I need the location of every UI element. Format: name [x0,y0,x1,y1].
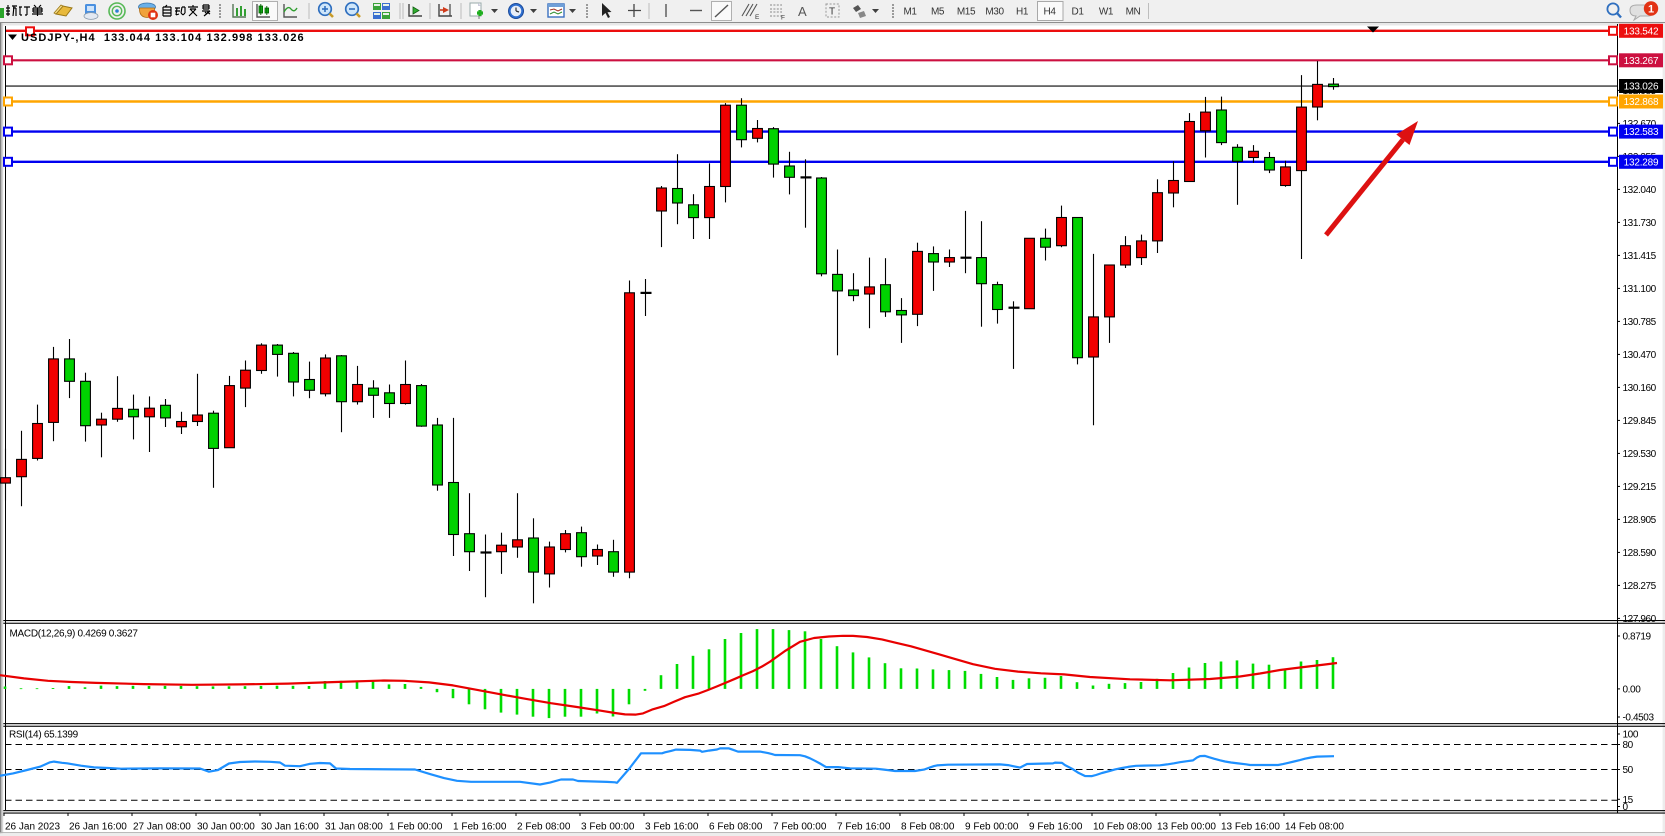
svg-text:133.026: 133.026 [1624,82,1659,93]
svg-text:E: E [755,14,760,21]
svg-text:H1: H1 [1016,7,1029,18]
svg-text:128.905: 128.905 [1623,515,1657,526]
svg-text:130.785: 130.785 [1623,317,1657,328]
svg-text:132.868: 132.868 [1624,97,1659,108]
svg-text:31 Jan 08:00: 31 Jan 08:00 [325,822,383,833]
svg-text:0.8719: 0.8719 [1623,632,1652,643]
svg-text:130.160: 130.160 [1623,383,1657,394]
svg-text:0: 0 [1623,802,1629,813]
svg-text:127.960: 127.960 [1623,614,1657,625]
svg-text:1 Feb 16:00: 1 Feb 16:00 [453,822,507,833]
svg-text:13 Feb 16:00: 13 Feb 16:00 [1221,822,1280,833]
svg-text:3 Feb 00:00: 3 Feb 00:00 [581,822,635,833]
svg-text:128.275: 128.275 [1623,581,1657,592]
svg-text:W1: W1 [1099,7,1114,18]
svg-text:50: 50 [1623,765,1634,776]
svg-text:2 Feb 08:00: 2 Feb 08:00 [517,822,571,833]
svg-text:8 Feb 08:00: 8 Feb 08:00 [901,822,955,833]
svg-text:100: 100 [1623,730,1639,741]
svg-text:129.530: 129.530 [1623,449,1657,460]
svg-text:129.215: 129.215 [1623,482,1657,493]
svg-text:9 Feb 00:00: 9 Feb 00:00 [965,822,1019,833]
svg-text:26 Jan 2023: 26 Jan 2023 [5,822,60,833]
svg-text:132.040: 132.040 [1623,185,1657,196]
svg-text:MACD(12,26,9) 0.4269 0.3627: MACD(12,26,9) 0.4269 0.3627 [10,629,139,640]
svg-text:131.415: 131.415 [1623,251,1657,262]
svg-text:M1: M1 [903,7,917,18]
svg-text:30 Jan 00:00: 30 Jan 00:00 [197,822,255,833]
svg-text:M30: M30 [985,7,1004,18]
svg-text:M15: M15 [957,7,976,18]
svg-text:MN: MN [1126,7,1141,18]
svg-text:A: A [798,4,807,19]
svg-text:6 Feb 08:00: 6 Feb 08:00 [709,822,763,833]
svg-text:132.289: 132.289 [1624,157,1659,168]
svg-text:13 Feb 00:00: 13 Feb 00:00 [1157,822,1216,833]
svg-text:7 Feb 16:00: 7 Feb 16:00 [837,822,891,833]
svg-text:132.583: 132.583 [1624,127,1659,138]
svg-text:129.845: 129.845 [1623,416,1657,427]
svg-text:RSI(14) 65.1399: RSI(14) 65.1399 [9,730,79,741]
svg-text:1: 1 [1648,4,1654,16]
svg-text:F: F [781,15,785,22]
svg-text:0.00: 0.00 [1623,684,1642,695]
svg-text:26 Jan 16:00: 26 Jan 16:00 [69,822,127,833]
svg-text:27 Jan 08:00: 27 Jan 08:00 [133,822,191,833]
svg-text:-0.4503: -0.4503 [1623,713,1655,724]
svg-text:128.590: 128.590 [1623,548,1657,559]
svg-text:14 Feb 08:00: 14 Feb 08:00 [1285,822,1344,833]
svg-text:7 Feb 00:00: 7 Feb 00:00 [773,822,827,833]
svg-text:3 Feb 16:00: 3 Feb 16:00 [645,822,699,833]
svg-text:USDJPY-,H4 133.044 133.104 13: USDJPY-,H4 133.044 133.104 132.998 133.0… [21,32,305,44]
svg-text:D1: D1 [1072,7,1085,18]
svg-text:15: 15 [1623,795,1634,806]
svg-text:131.100: 131.100 [1623,284,1657,295]
svg-text:9 Feb 16:00: 9 Feb 16:00 [1029,822,1083,833]
svg-text:132.670: 132.670 [1623,119,1657,130]
svg-text:M5: M5 [931,7,945,18]
svg-text:10 Feb 08:00: 10 Feb 08:00 [1093,822,1152,833]
svg-text:131.730: 131.730 [1623,218,1657,229]
svg-text:133.267: 133.267 [1624,56,1659,67]
svg-text:130.470: 130.470 [1623,350,1657,361]
svg-text:30 Jan 16:00: 30 Jan 16:00 [261,822,319,833]
svg-text:T: T [829,7,835,18]
svg-text:H4: H4 [1044,7,1057,18]
svg-text:1 Feb 00:00: 1 Feb 00:00 [389,822,443,833]
svg-text:133.542: 133.542 [1624,26,1659,37]
svg-text:80: 80 [1623,740,1634,751]
